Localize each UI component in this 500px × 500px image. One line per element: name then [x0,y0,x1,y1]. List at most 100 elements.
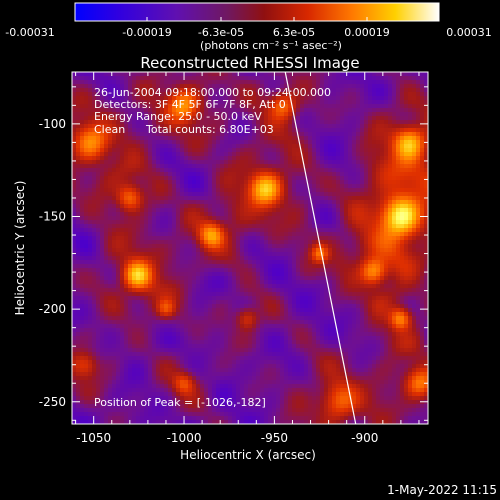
heatmap-cell [312,252,316,256]
heatmap-cell [104,252,108,256]
heatmap-cell [244,128,248,132]
heatmap-cell [364,268,368,272]
heatmap-cell [268,84,272,88]
heatmap-cell [268,176,272,180]
heatmap-cell [360,120,364,124]
heatmap-cell [100,284,104,288]
heatmap-cell [212,252,216,256]
heatmap-cell [168,96,172,100]
heatmap-cell [188,76,192,80]
heatmap-cell [132,180,136,184]
heatmap-cell [168,284,172,288]
heatmap-cell [264,284,268,288]
heatmap-cell [280,272,284,276]
heatmap-cell [228,168,232,172]
heatmap-cell [372,152,376,156]
heatmap-cell [368,196,372,200]
heatmap-cell [260,148,264,152]
heatmap-cell [180,252,184,256]
heatmap-cell [384,240,388,244]
heatmap-cell [420,124,424,128]
heatmap-cell [200,112,204,116]
heatmap-cell [216,96,220,100]
heatmap-cell [348,292,352,296]
heatmap-cell [144,88,148,92]
heatmap-cell [388,292,392,296]
heatmap-cell [208,96,212,100]
heatmap-cell [388,152,392,156]
heatmap-cell [80,116,84,120]
heatmap-cell [104,200,108,204]
heatmap-cell [328,272,332,276]
heatmap-cell [320,280,324,284]
heatmap-cell [316,248,320,252]
heatmap-cell [132,144,136,148]
heatmap-cell [176,260,180,264]
heatmap-cell [352,96,356,100]
heatmap-cell [236,96,240,100]
heatmap-cell [416,100,420,104]
heatmap-cell [384,208,388,212]
heatmap-cell [248,144,252,148]
heatmap-cell [312,288,316,292]
heatmap-cell [248,280,252,284]
heatmap-cell [104,192,108,196]
heatmap-cell [200,140,204,144]
heatmap-cell [208,280,212,284]
heatmap-cell [144,252,148,256]
heatmap-cell [156,104,160,108]
heatmap-cell [308,228,312,232]
heatmap-cell [424,240,428,244]
heatmap-cell [192,208,196,212]
heatmap-cell [336,132,340,136]
heatmap-cell [132,268,136,272]
heatmap-cell [108,276,112,280]
heatmap-cell [240,108,244,112]
heatmap-cell [108,128,112,132]
heatmap-cell [248,196,252,200]
heatmap-cell [120,144,124,148]
heatmap-cell [304,204,308,208]
heatmap-cell [424,96,428,100]
heatmap-cell [232,284,236,288]
heatmap-cell [172,216,176,220]
heatmap-cell [176,252,180,256]
heatmap-cell [296,236,300,240]
heatmap-cell [84,80,88,84]
heatmap-cell [392,156,396,160]
heatmap-cell [256,112,260,116]
heatmap-cell [168,72,172,76]
heatmap-cell [152,260,156,264]
heatmap-cell [244,236,248,240]
heatmap-cell [160,144,164,148]
heatmap-cell [264,232,268,236]
heatmap-cell [352,200,356,204]
heatmap-cell [308,272,312,276]
heatmap-cell [88,240,92,244]
heatmap-cell [148,104,152,108]
heatmap-cell [388,84,392,88]
heatmap-cell [256,240,260,244]
heatmap-cell [84,292,88,296]
heatmap-cell [196,176,200,180]
heatmap-cell [176,128,180,132]
heatmap-cell [292,268,296,272]
heatmap-cell [188,244,192,248]
heatmap-cell [100,196,104,200]
heatmap-cell [248,220,252,224]
heatmap-cell [400,96,404,100]
heatmap-cell [184,132,188,136]
heatmap-cell [136,176,140,180]
heatmap-cell [100,268,104,272]
heatmap-cell [184,124,188,128]
heatmap-cell [88,172,92,176]
colorbar-unit-label: (photons cm⁻² s⁻¹ asec⁻²) [200,39,342,52]
heatmap-cell [220,232,224,236]
heatmap-cell [188,224,192,228]
heatmap-cell [148,80,152,84]
heatmap-cell [148,272,152,276]
heatmap-cell [400,192,404,196]
heatmap-cell [284,152,288,156]
heatmap-cell [204,120,208,124]
heatmap-cell [352,216,356,220]
